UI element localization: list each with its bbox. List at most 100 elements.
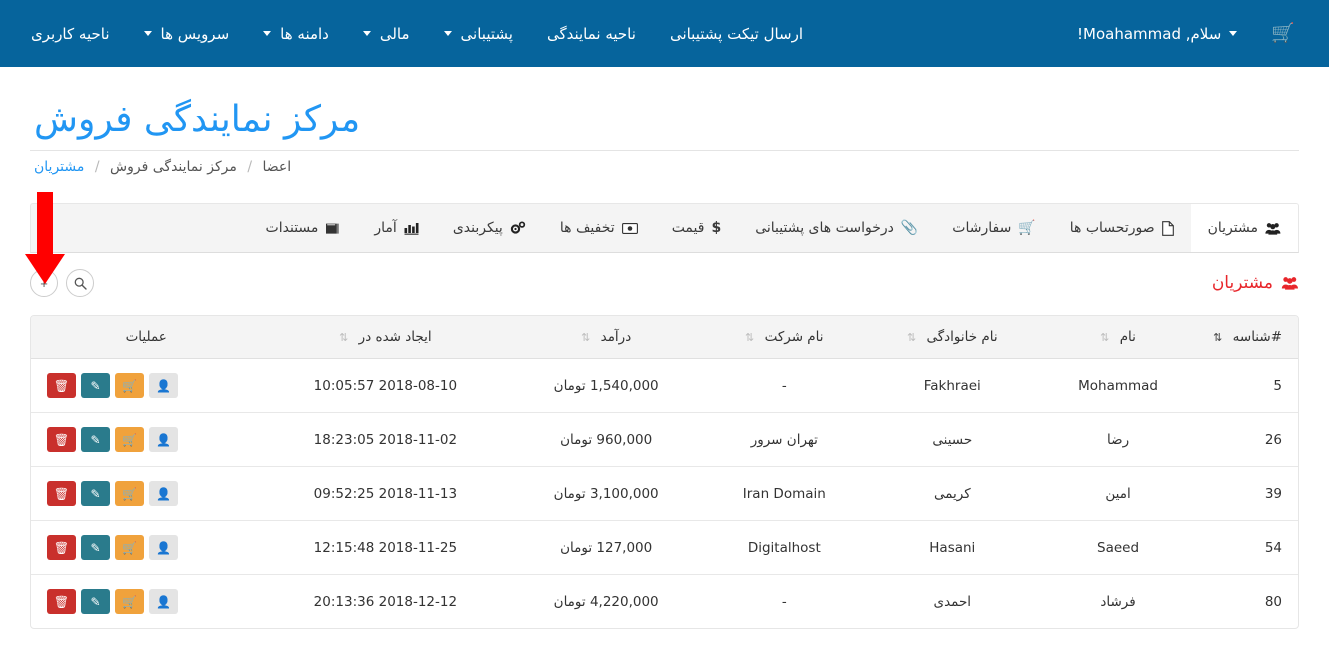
tab-pricing[interactable]: $ قیمت: [655, 204, 739, 252]
tab-label-statistics: آمار: [374, 220, 397, 236]
profile-button[interactable]: 👤: [149, 427, 178, 452]
breadcrumb-item-reseller-center[interactable]: مرکز نمایندگی فروش: [110, 159, 237, 175]
delete-button[interactable]: 🗑: [47, 589, 76, 614]
users-icon: [1281, 276, 1299, 290]
section-title-label: مشتریان: [1211, 273, 1273, 293]
trash-icon: 🗑: [53, 540, 70, 555]
tab-orders[interactable]: 🛒 سفارشات: [935, 204, 1052, 252]
toolbar-buttons: +: [30, 269, 94, 297]
tab-invoices[interactable]: صورتحساب ها: [1053, 204, 1191, 252]
delete-button[interactable]: 🗑: [47, 427, 76, 452]
column-header-id[interactable]: #شناسه ⇅: [1197, 316, 1298, 359]
nav-item-domains[interactable]: دامنه ها: [246, 15, 346, 53]
breadcrumb-separator: /: [247, 159, 253, 175]
delete-button[interactable]: 🗑: [47, 481, 76, 506]
column-header-first-name[interactable]: نام ⇅: [1038, 316, 1198, 359]
nav-label-domains: دامنه ها: [280, 24, 329, 43]
delete-button[interactable]: 🗑: [47, 535, 76, 560]
cell-income: 3,100,000 تومان: [509, 466, 703, 521]
user-icon: 👤: [156, 432, 171, 447]
section-header: مشتریان: [1212, 273, 1299, 293]
edit-button[interactable]: ✎: [81, 589, 110, 614]
customers-table: #شناسه ⇅ نام ⇅ نام خانوادگی ⇅ نام شرکت: [31, 316, 1298, 628]
tab-label-documents: مستندات: [265, 220, 319, 236]
toolbar: مشتریان +: [30, 269, 1299, 297]
column-label-created-at: ایجاد شده در: [358, 329, 432, 345]
tab-label-orders: سفارشات: [952, 220, 1012, 236]
top-navbar: سلام, Moahammad! 🛒 ارسال تیکت پشتیبانی ن…: [0, 0, 1329, 67]
table-body: 5 Mohammad Fakhraei -1,540,000 تومان 2018-08…: [31, 358, 1298, 629]
nav-item-billing[interactable]: مالی: [346, 15, 427, 53]
nav-item-submit-ticket[interactable]: ارسال تیکت پشتیبانی: [653, 15, 820, 53]
trash-icon: 🗑: [53, 486, 70, 501]
profile-button[interactable]: 👤: [149, 589, 178, 614]
add-customer-button[interactable]: +: [30, 269, 58, 297]
tab-configuration[interactable]: پیکربندی: [436, 204, 543, 252]
order-button[interactable]: 🛒: [115, 589, 144, 614]
profile-button[interactable]: 👤: [149, 373, 178, 398]
tab-customers[interactable]: مشتریان: [1190, 204, 1298, 252]
tab-support-requests[interactable]: 📎 درخواست های پشتیبانی: [738, 204, 935, 252]
tab-documents[interactable]: مستندات: [249, 204, 358, 252]
breadcrumb-item-customers[interactable]: مشتریان: [34, 159, 85, 175]
nav-item-services[interactable]: سرویس ها: [127, 15, 247, 53]
pencil-square-icon: ✎: [90, 432, 101, 447]
profile-button[interactable]: 👤: [149, 535, 178, 560]
nav-item-user-area[interactable]: ناحیه کاربری: [14, 15, 127, 53]
chevron-down-icon: [143, 31, 152, 36]
column-header-last-name[interactable]: نام خانوادگی ⇅: [865, 316, 1039, 359]
cell-last-name: حسینی: [865, 412, 1039, 467]
tab-label-support-requests: درخواست های پشتیبانی: [755, 220, 894, 236]
users-icon: [1265, 222, 1281, 235]
tab-discounts[interactable]: تخفیف ها: [543, 204, 655, 252]
edit-button[interactable]: ✎: [81, 427, 110, 452]
chevron-down-icon: [263, 31, 272, 36]
nav-item-support[interactable]: پشتیبانی: [427, 15, 530, 53]
cell-income: 4,220,000 تومان: [553, 593, 659, 610]
dollar-icon: $: [711, 220, 722, 236]
profile-button[interactable]: 👤: [149, 481, 178, 506]
column-header-company[interactable]: نام شرکت ⇅: [702, 316, 866, 359]
breadcrumb-item-members[interactable]: اعضا: [262, 159, 292, 175]
order-button[interactable]: 🛒: [115, 481, 144, 506]
delete-button[interactable]: 🗑: [47, 373, 76, 398]
sort-icon: ⇅: [1100, 331, 1110, 344]
edit-button[interactable]: ✎: [81, 535, 110, 560]
order-button[interactable]: 🛒: [115, 427, 144, 452]
user-icon: 👤: [156, 378, 171, 393]
user-icon: 👤: [156, 540, 171, 555]
cell-company: -: [702, 358, 866, 413]
tab-bar: مشتریان صورتحساب ها 🛒 سفارشات 📎 درخواست …: [30, 203, 1299, 253]
column-header-income[interactable]: درآمد ⇅: [509, 316, 703, 359]
page-title: مرکز نمایندگی فروش: [34, 99, 361, 140]
page-content: مرکز نمایندگی فروش اعضا / مرکز نمایندگی …: [0, 99, 1329, 629]
sort-icon: ⇅: [581, 331, 591, 344]
column-header-operations: عملیات: [31, 316, 262, 359]
shopping-cart-icon[interactable]: 🛒: [1271, 22, 1295, 44]
cell-created-at: 2018-12-12 20:13:36: [313, 593, 458, 610]
cell-id: 5: [1197, 358, 1298, 413]
cell-id: 54: [1197, 520, 1298, 575]
cell-last-name: کریمی: [865, 466, 1039, 521]
sort-icon: ⇅: [745, 331, 755, 344]
gears-icon: [510, 221, 526, 235]
trash-icon: 🗑: [53, 432, 70, 447]
cell-company: Iran Domain: [702, 466, 866, 521]
edit-button[interactable]: ✎: [81, 373, 110, 398]
nav-item-reseller-area[interactable]: ناحیه نمایندگی: [530, 15, 653, 53]
order-button[interactable]: 🛒: [115, 373, 144, 398]
breadcrumb-separator: /: [94, 159, 100, 175]
column-header-created-at[interactable]: ایجاد شده در ⇅: [261, 316, 510, 359]
cell-last-name: Fakhraei: [865, 358, 1039, 413]
user-icon: 👤: [156, 486, 171, 501]
cell-operations: 🗑 ✎ 🛒 👤: [31, 412, 262, 467]
tab-statistics[interactable]: آمار: [357, 204, 435, 252]
cell-first-name: فرشاد: [1100, 593, 1136, 610]
order-button[interactable]: 🛒: [115, 535, 144, 560]
navbar-menu: ارسال تیکت پشتیبانی ناحیه نمایندگی پشتیب…: [14, 15, 820, 53]
user-greeting-dropdown[interactable]: سلام, Moahammad!: [1063, 15, 1253, 53]
user-greeting-label: سلام, Moahammad!: [1077, 24, 1222, 43]
edit-button[interactable]: ✎: [81, 481, 110, 506]
column-label-income: درآمد: [600, 329, 632, 345]
search-button[interactable]: [66, 269, 94, 297]
